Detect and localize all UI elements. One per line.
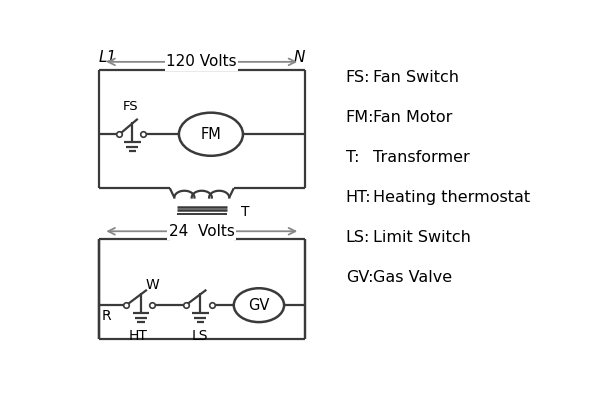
- Text: R: R: [101, 309, 111, 323]
- Text: FM:: FM:: [346, 110, 374, 125]
- Circle shape: [179, 113, 243, 156]
- Text: T:: T:: [346, 150, 359, 165]
- Text: Gas Valve: Gas Valve: [373, 270, 453, 285]
- Text: HT:: HT:: [346, 190, 372, 205]
- Text: Fan Switch: Fan Switch: [373, 70, 459, 84]
- Text: W: W: [146, 278, 159, 292]
- Text: T: T: [241, 205, 249, 219]
- Text: Transformer: Transformer: [373, 150, 470, 165]
- Text: LS: LS: [191, 329, 208, 343]
- Text: Heating thermostat: Heating thermostat: [373, 190, 530, 205]
- Text: FS:: FS:: [346, 70, 371, 84]
- Text: GV:: GV:: [346, 270, 373, 285]
- Text: FS: FS: [123, 100, 139, 113]
- Text: L1: L1: [99, 50, 117, 65]
- Text: LS:: LS:: [346, 230, 370, 245]
- Text: 120 Volts: 120 Volts: [166, 54, 237, 69]
- Circle shape: [234, 288, 284, 322]
- Text: N: N: [293, 50, 304, 65]
- Text: Limit Switch: Limit Switch: [373, 230, 471, 245]
- Text: HT: HT: [129, 329, 147, 343]
- Text: 24  Volts: 24 Volts: [169, 224, 235, 239]
- Text: FM: FM: [201, 127, 221, 142]
- Text: GV: GV: [248, 298, 270, 313]
- Text: Fan Motor: Fan Motor: [373, 110, 453, 125]
